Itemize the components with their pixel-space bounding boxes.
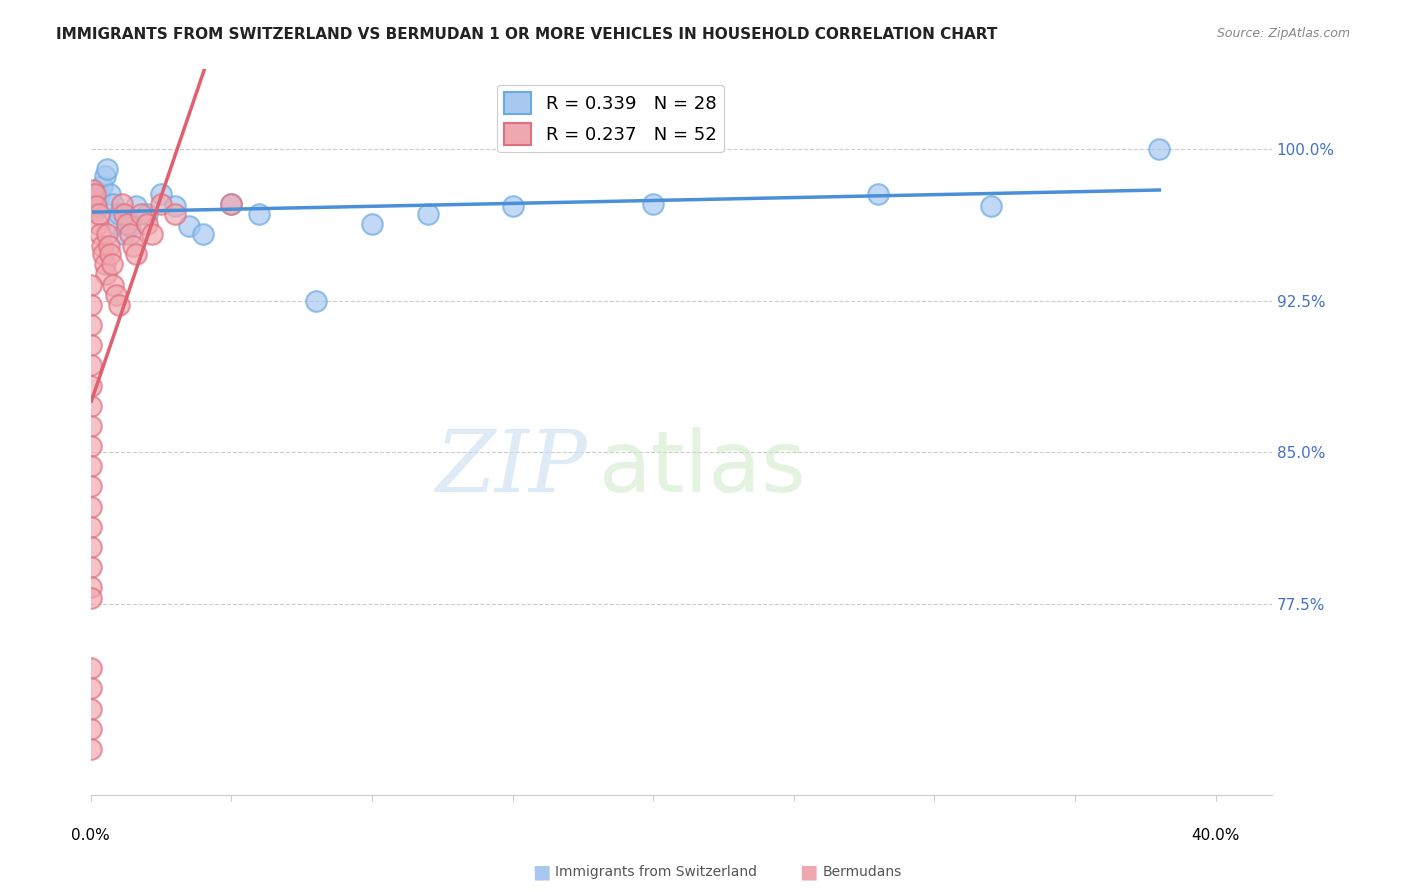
Point: [80, 701, 103, 715]
Point: [112, 227, 135, 241]
Point: [93, 169, 115, 183]
Point: [1149, 142, 1171, 156]
Text: 0.0%: 0.0%: [72, 828, 110, 843]
Point: [502, 199, 524, 213]
Text: Bermudans: Bermudans: [823, 865, 901, 880]
Point: [107, 207, 129, 221]
Point: [219, 196, 242, 211]
Point: [80, 459, 103, 474]
Point: [129, 207, 152, 221]
Point: [98, 186, 121, 201]
Point: [219, 196, 242, 211]
Point: [90, 239, 112, 253]
Text: atlas: atlas: [599, 426, 807, 510]
Point: [80, 581, 103, 595]
Point: [247, 207, 270, 221]
Point: [80, 378, 103, 392]
Point: [149, 196, 172, 211]
Point: [83, 186, 105, 201]
Point: [124, 247, 146, 261]
Point: [163, 199, 186, 213]
Point: [96, 227, 118, 241]
Point: [135, 207, 157, 221]
Point: [91, 247, 114, 261]
Point: [110, 196, 132, 211]
Point: [84, 199, 107, 213]
Point: [80, 318, 103, 332]
Point: [97, 239, 120, 253]
Point: [80, 439, 103, 453]
Text: ZIP: ZIP: [434, 427, 586, 509]
Point: [80, 359, 103, 373]
Point: [80, 540, 103, 554]
Point: [100, 257, 122, 271]
Point: [82, 193, 104, 207]
Point: [80, 661, 103, 675]
Point: [80, 479, 103, 493]
Point: [82, 183, 104, 197]
Text: ■: ■: [531, 863, 551, 882]
Text: Immigrants from Switzerland: Immigrants from Switzerland: [555, 865, 758, 880]
Point: [118, 227, 141, 241]
Point: [124, 199, 146, 213]
Point: [86, 217, 108, 231]
Point: [80, 338, 103, 352]
Point: [84, 202, 107, 217]
Point: [101, 196, 124, 211]
Point: [107, 298, 129, 312]
Text: 40.0%: 40.0%: [1191, 828, 1240, 843]
Point: [104, 287, 127, 301]
Point: [80, 193, 103, 207]
Point: [90, 178, 112, 193]
Point: [360, 217, 382, 231]
Text: ■: ■: [799, 863, 818, 882]
Point: [96, 162, 118, 177]
Point: [191, 227, 214, 241]
Point: [80, 277, 103, 292]
Point: [149, 186, 172, 201]
Point: [80, 500, 103, 514]
Point: [112, 207, 135, 221]
Point: [115, 217, 138, 231]
Point: [89, 227, 111, 241]
Point: [177, 219, 200, 233]
Point: [87, 186, 110, 201]
Text: Source: ZipAtlas.com: Source: ZipAtlas.com: [1216, 27, 1350, 40]
Point: [80, 681, 103, 696]
Point: [80, 399, 103, 413]
Point: [163, 207, 186, 221]
Point: [141, 227, 163, 241]
Point: [643, 196, 665, 211]
Point: [868, 186, 890, 201]
Point: [80, 520, 103, 534]
Text: IMMIGRANTS FROM SWITZERLAND VS BERMUDAN 1 OR MORE VEHICLES IN HOUSEHOLD CORRELAT: IMMIGRANTS FROM SWITZERLAND VS BERMUDAN …: [56, 27, 998, 42]
Point: [93, 257, 115, 271]
Point: [101, 277, 124, 292]
Point: [80, 722, 103, 736]
Point: [304, 293, 326, 308]
Legend: R = 0.339   N = 28, R = 0.237   N = 52: R = 0.339 N = 28, R = 0.237 N = 52: [496, 85, 724, 153]
Point: [121, 239, 143, 253]
Point: [98, 247, 121, 261]
Point: [980, 199, 1002, 213]
Point: [118, 219, 141, 233]
Point: [80, 591, 103, 605]
Point: [80, 418, 103, 433]
Point: [87, 207, 110, 221]
Point: [135, 217, 157, 231]
Point: [80, 560, 103, 574]
Point: [104, 217, 127, 231]
Point: [80, 742, 103, 756]
Point: [80, 298, 103, 312]
Point: [416, 207, 439, 221]
Point: [94, 268, 117, 282]
